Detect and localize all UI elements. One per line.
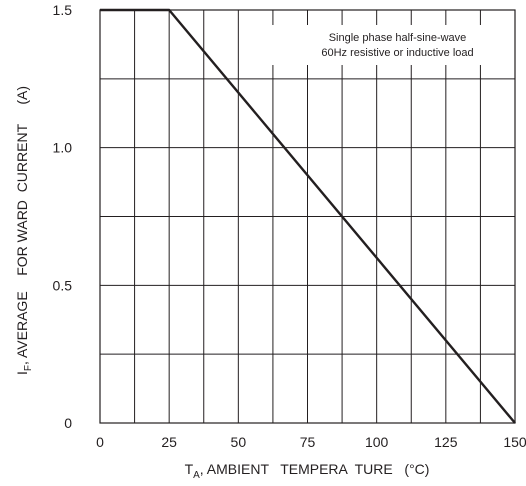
plot-frame: [99, 9, 516, 424]
y-axis-title-rest: , AVERAGE FOR WARD CURRENT (A): [14, 86, 30, 365]
x-axis-title-subscript: A: [193, 470, 200, 481]
annotation-line-1: Single phase half-sine-wave: [329, 32, 467, 44]
x-axis-title-main: T: [185, 461, 194, 477]
grid: [99, 9, 516, 424]
annotation-background: [270, 25, 505, 65]
x-tick-label: 0: [96, 434, 104, 450]
x-axis-title: TA, AMBIENT TEMPERA TURE (°C): [185, 461, 430, 481]
y-tick-label: 0: [64, 415, 72, 431]
annotation-box: Single phase half-sine-wave 60Hz resisti…: [270, 25, 505, 65]
y-tick-label: 1.0: [53, 140, 73, 156]
x-tick-labels: 0 25 50 75 100 125 150: [96, 434, 526, 450]
series-layer: [100, 8, 516, 424]
y-axis-title-main: I: [14, 371, 30, 375]
series-line-0: [100, 8, 516, 424]
x-tick-label: 25: [161, 434, 177, 450]
y-axis-title-subscript: F: [23, 365, 34, 371]
x-tick-label: 50: [231, 434, 247, 450]
x-tick-label: 150: [503, 434, 526, 450]
x-tick-label: 75: [300, 434, 316, 450]
x-tick-label: 125: [434, 434, 458, 450]
annotation-line-2: 60Hz resistive or inductive load: [321, 47, 473, 59]
y-axis-title: IF, AVERAGE FOR WARD CURRENT (A): [14, 86, 34, 375]
y-tick-label: 0.5: [53, 277, 73, 293]
x-axis-title-rest: , AMBIENT TEMPERA TURE (°C): [200, 461, 430, 477]
y-tick-labels: 0 0.5 1.0 1.5: [53, 2, 73, 431]
y-tick-label: 1.5: [53, 2, 73, 18]
x-tick-label: 100: [365, 434, 389, 450]
